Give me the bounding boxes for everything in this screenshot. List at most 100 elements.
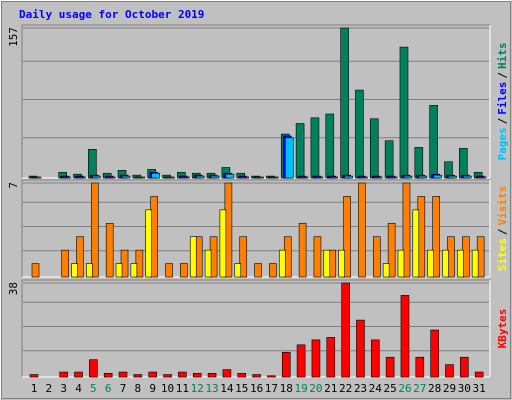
bar <box>269 263 277 278</box>
x-tick-label: 6 <box>105 382 112 395</box>
bar <box>471 249 479 278</box>
x-tick-label: 8 <box>135 382 142 395</box>
x-tick-label: 31 <box>473 382 486 395</box>
bar <box>295 123 305 179</box>
bar <box>178 371 187 378</box>
bar <box>445 364 454 378</box>
y-tick-label: 38 <box>7 282 20 295</box>
x-tick-label: 5 <box>90 382 97 395</box>
legend-separator: / <box>496 72 509 79</box>
bar <box>88 149 97 179</box>
bar <box>29 374 39 378</box>
bar <box>71 263 78 278</box>
bar <box>278 249 286 278</box>
bar <box>165 263 173 278</box>
bar <box>106 176 116 179</box>
x-tick-label: 22 <box>339 382 352 395</box>
legend-entry: Visits <box>496 186 509 226</box>
bar <box>296 344 306 378</box>
legend-entry: Sites <box>496 238 509 271</box>
bar <box>403 175 413 179</box>
bar <box>388 176 398 179</box>
bar <box>343 196 351 278</box>
bar <box>477 176 487 179</box>
bar <box>89 359 98 378</box>
bar <box>180 263 188 278</box>
bar <box>460 356 469 378</box>
bar <box>418 175 428 179</box>
x-tick-label: 25 <box>384 382 397 395</box>
plot-area <box>21 24 491 179</box>
bar <box>92 175 101 179</box>
bar <box>91 182 99 278</box>
bar <box>115 263 123 278</box>
bar <box>252 374 261 378</box>
bar <box>240 176 250 179</box>
x-tick-label: 28 <box>428 382 441 395</box>
x-tick-label: 10 <box>161 382 174 395</box>
bar <box>442 249 449 278</box>
bar <box>62 176 71 179</box>
bar <box>338 249 345 278</box>
bar <box>356 319 365 378</box>
bar <box>313 236 322 278</box>
bar <box>166 176 175 179</box>
bar <box>430 329 439 378</box>
bar <box>86 263 93 278</box>
bar <box>74 371 83 378</box>
bar <box>31 263 40 278</box>
x-tick-label: 26 <box>398 382 411 395</box>
x-tick-label: 30 <box>458 382 471 395</box>
bar <box>32 176 42 179</box>
bar <box>77 176 86 179</box>
bar <box>370 339 380 378</box>
bar <box>195 175 205 179</box>
bar <box>219 209 227 278</box>
x-tick-label: 24 <box>369 382 383 395</box>
bar <box>234 263 242 278</box>
bar <box>103 372 113 378</box>
bar <box>382 263 390 278</box>
bar <box>310 117 320 179</box>
plot-area <box>21 179 491 278</box>
bar <box>358 182 366 278</box>
x-tick-label: 11 <box>176 382 189 395</box>
legend: Sites / Visits <box>496 186 509 272</box>
bar <box>427 249 434 278</box>
bar <box>284 137 294 179</box>
bar <box>399 46 409 179</box>
bar <box>412 209 420 278</box>
bar <box>254 263 262 278</box>
x-tick-label: 19 <box>294 382 307 395</box>
bar <box>311 339 321 378</box>
bar <box>163 374 172 378</box>
bar <box>76 236 84 278</box>
x-tick-label: 16 <box>250 382 263 395</box>
bar <box>181 176 190 179</box>
bar <box>459 148 468 179</box>
bar <box>121 175 131 179</box>
x-tick-label: 14 <box>220 382 234 395</box>
bar <box>325 113 335 179</box>
bar <box>239 236 248 278</box>
bar <box>105 222 114 278</box>
bar <box>373 176 383 179</box>
bar <box>130 263 138 278</box>
bar <box>369 118 379 179</box>
bar <box>457 249 464 278</box>
bar <box>326 337 336 378</box>
bar <box>237 372 247 378</box>
bar <box>255 176 264 179</box>
bar <box>372 236 381 278</box>
bar <box>207 372 217 378</box>
y-tick-label: 157 <box>7 27 20 47</box>
legend: KBytes <box>496 309 509 349</box>
bar <box>463 175 472 179</box>
chart-title: Daily usage for October 2019 <box>19 8 204 21</box>
y-tick-label: 7 <box>7 182 20 189</box>
bar <box>136 176 146 179</box>
bar <box>433 174 442 179</box>
x-tick-label: 27 <box>413 382 426 395</box>
bar <box>387 222 396 278</box>
bar <box>429 105 438 179</box>
